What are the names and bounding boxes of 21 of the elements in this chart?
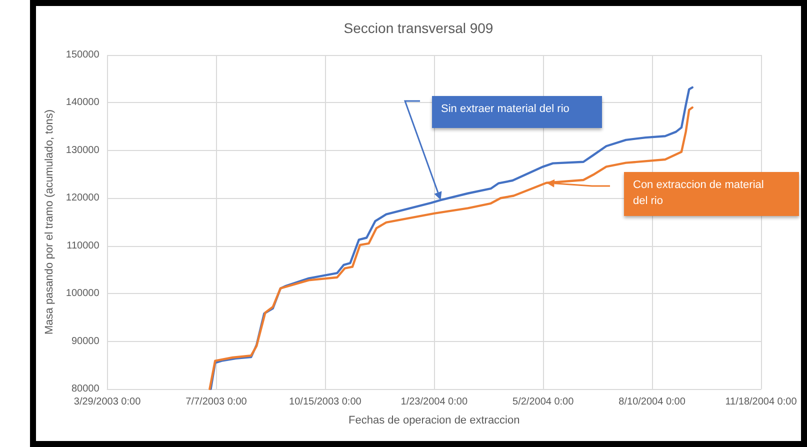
x-tick-label: 8/10/2004 0:00 [618, 396, 686, 408]
chart-title: Seccion transversal 909 [344, 20, 494, 36]
x-tick-label: 5/2/2004 0:00 [512, 396, 574, 408]
x-tick-label: 1/23/2004 0:00 [400, 396, 468, 408]
y-tick-label: 100000 [66, 288, 100, 300]
y-tick-label: 80000 [71, 384, 100, 394]
callout-box: Sin extraer material del rio [432, 96, 602, 128]
y-tick-label: 110000 [66, 240, 100, 252]
series-label: Con extraccion de material del rio [633, 178, 765, 209]
x-tick-label: 11/18/2004 0:00 [725, 396, 798, 408]
y-tick-label: 130000 [66, 144, 100, 156]
callout-box: Con extraccion de material del rio [624, 172, 799, 216]
x-axis-title: Fechas de operacion de extraccion [348, 414, 520, 426]
y-tick-label: 90000 [71, 336, 100, 347]
y-tick-label: 120000 [66, 192, 100, 204]
x-tick-label: 7/7/2003 0:00 [186, 396, 248, 408]
x-tick-label: 3/29/2003 0:00 [74, 396, 142, 408]
y-axis-title: Masa pasando por el tramo (acumulado, tons) [44, 109, 56, 335]
x-tick-label: 10/15/2003 0:00 [289, 396, 362, 408]
y-tick-label: 140000 [66, 97, 100, 108]
y-tick-label: 150000 [66, 50, 100, 60]
